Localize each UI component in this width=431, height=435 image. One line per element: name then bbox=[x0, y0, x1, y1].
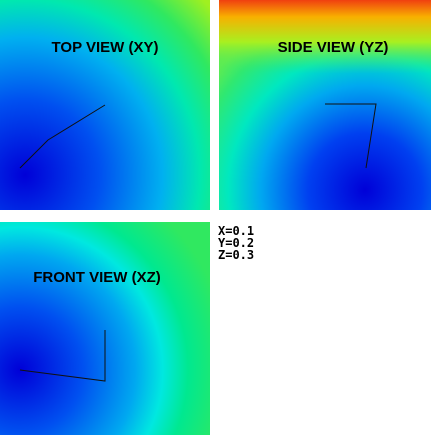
coord-y: Y=0.2 bbox=[218, 236, 254, 250]
coord-x: X=0.1 bbox=[218, 224, 254, 238]
trace bbox=[19, 330, 106, 382]
heatmap-band bbox=[219, 0, 431, 210]
coordinates: X=0.1 Y=0.2 Z=0.3 bbox=[218, 224, 254, 262]
trace bbox=[19, 104, 106, 169]
top-view: TOP VIEW (XY) bbox=[0, 0, 210, 210]
side-view: SIDE VIEW (YZ) bbox=[219, 0, 431, 210]
view-title: TOP VIEW (XY) bbox=[52, 39, 159, 56]
view-title: SIDE VIEW (YZ) bbox=[278, 39, 389, 56]
coord-z: Z=0.3 bbox=[218, 248, 254, 262]
view-title: FRONT VIEW (XZ) bbox=[33, 269, 161, 286]
heatmap bbox=[0, 222, 210, 435]
trace bbox=[325, 103, 377, 169]
front-view: FRONT VIEW (XZ) bbox=[0, 222, 210, 435]
